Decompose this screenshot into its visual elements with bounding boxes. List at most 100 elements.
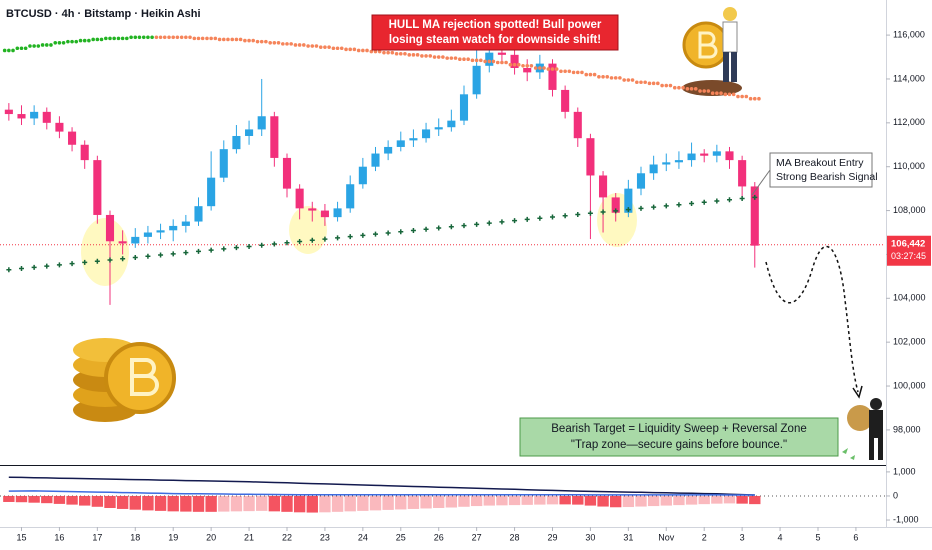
x-tick-label: 22 <box>282 532 292 542</box>
hull-dot <box>592 72 597 77</box>
hull-dot <box>226 37 230 42</box>
hull-dot <box>462 57 466 62</box>
ma-marker <box>335 235 341 241</box>
osc-bar <box>281 495 293 512</box>
entry-pointer <box>751 169 771 196</box>
hull-dot <box>542 66 546 70</box>
candle-body <box>4 109 13 115</box>
hull-dot <box>302 43 306 47</box>
hull-dot <box>420 54 424 58</box>
y-tick-label: 116,000 <box>893 29 925 39</box>
osc-bar <box>433 495 445 508</box>
hull-dot <box>32 44 36 48</box>
hull-dot <box>192 36 197 41</box>
hull-dot <box>567 69 572 74</box>
osc-bar <box>534 495 546 505</box>
ma-marker <box>689 200 695 206</box>
hull-dot <box>28 44 32 48</box>
hull-dot <box>424 54 428 58</box>
ma-marker <box>158 252 164 258</box>
candle-body <box>118 241 127 244</box>
ma-marker <box>537 215 543 221</box>
osc-bar <box>41 495 53 504</box>
osc-bar <box>66 495 78 505</box>
hull-dot <box>525 64 530 68</box>
x-tick-label: 28 <box>510 532 520 542</box>
ma-marker <box>613 208 619 214</box>
ma-marker <box>183 250 189 256</box>
hull-dot <box>584 72 589 77</box>
x-tick-label: 15 <box>16 532 26 542</box>
hull-dot <box>441 55 445 59</box>
plot-layer <box>0 35 885 513</box>
ma-marker <box>549 214 555 220</box>
hull-dot <box>217 37 222 42</box>
hull-dot <box>268 40 272 45</box>
ma-marker <box>474 221 480 227</box>
hull-dot <box>744 94 749 99</box>
hull-dot <box>57 40 62 45</box>
osc-tick-label: -1,000 <box>893 514 919 524</box>
ma-marker <box>423 226 429 232</box>
x-tick-label: 2 <box>702 532 707 542</box>
candle-body <box>725 151 734 161</box>
osc-bar <box>521 495 533 505</box>
osc-bar <box>306 495 318 513</box>
ma-marker <box>752 194 758 200</box>
ma-marker <box>701 199 707 205</box>
hull-dot <box>259 39 264 44</box>
hull-dot <box>276 40 281 45</box>
hull-dot <box>293 43 298 47</box>
candle-body <box>586 138 595 176</box>
osc-bar <box>395 495 407 510</box>
osc-bar <box>660 495 672 506</box>
ma-marker <box>145 253 151 259</box>
osc-bar <box>293 495 306 513</box>
candle-body <box>270 116 279 158</box>
osc-bar <box>344 495 356 512</box>
ma-marker <box>486 220 492 226</box>
x-tick-label: 18 <box>130 532 140 542</box>
hull-dot <box>133 35 138 40</box>
ma-marker <box>195 248 201 254</box>
hull-dot <box>221 37 226 42</box>
ma-marker <box>271 241 277 247</box>
hull-dot <box>179 35 184 40</box>
osc-bar <box>243 495 255 512</box>
hull-dot <box>11 48 15 53</box>
hull-dot <box>230 37 235 42</box>
hull-dot <box>125 36 129 41</box>
hull-dot <box>445 56 449 60</box>
hull-dot <box>352 47 357 52</box>
hull-dot <box>538 66 542 70</box>
osc-bar <box>711 495 723 504</box>
hull-dot <box>487 59 492 64</box>
osc-bar <box>79 495 91 506</box>
hull-dot <box>601 74 605 79</box>
osc-bar <box>15 495 28 503</box>
osc-bar <box>610 495 622 508</box>
hull-dot <box>87 38 91 43</box>
x-tick-label: 20 <box>206 532 216 542</box>
x-tick-label: 26 <box>434 532 444 542</box>
hull-dot <box>689 87 694 91</box>
ma-marker <box>309 237 315 243</box>
x-tick-label: 29 <box>547 532 557 542</box>
hull-dot <box>238 37 243 42</box>
osc-bar <box>230 495 243 512</box>
hull-dot <box>609 76 614 80</box>
hull-dot <box>415 53 420 57</box>
projection-path <box>765 245 859 393</box>
hull-dot <box>377 49 382 54</box>
x-tick-label: 27 <box>472 532 482 542</box>
hull-dot <box>61 40 66 45</box>
hull-dot <box>15 46 20 51</box>
osc-bar <box>357 495 369 511</box>
hull-dot <box>7 48 11 53</box>
x-tick-label: 5 <box>815 532 820 542</box>
target-annotation-box <box>519 417 839 457</box>
hull-dot <box>91 37 95 42</box>
osc-bar <box>256 495 268 511</box>
ma-marker <box>18 266 24 272</box>
osc-bar <box>420 495 432 509</box>
